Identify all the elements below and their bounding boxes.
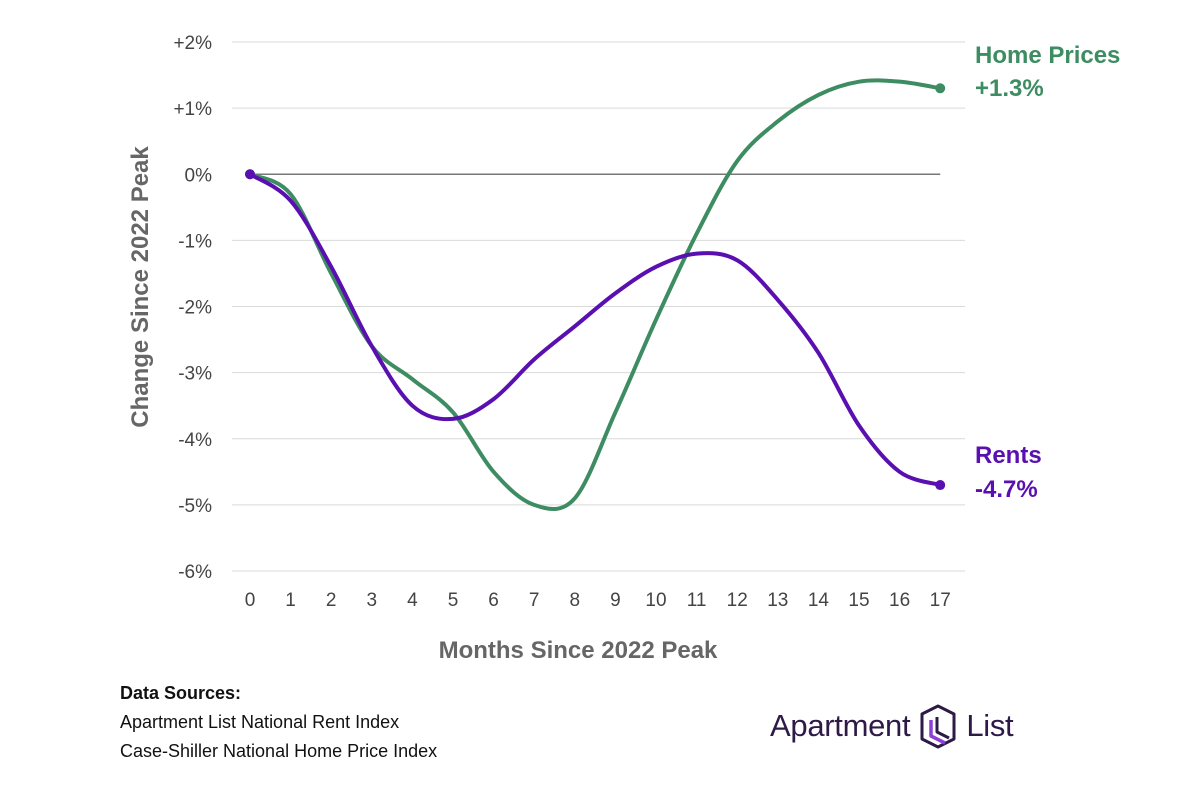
x-tick-label: 16 <box>889 590 910 611</box>
y-tick-label: -1% <box>178 231 212 252</box>
rents-start-point <box>245 169 255 180</box>
x-tick-label: 12 <box>727 590 748 611</box>
y-tick-label: 0% <box>185 165 213 186</box>
x-axis-title: Months Since 2022 Peak <box>439 637 718 664</box>
data-source-item: Apartment List National Rent Index <box>120 712 400 732</box>
x-tick-label: 9 <box>610 590 621 611</box>
home-prices-end-point <box>935 83 946 94</box>
home-prices-line <box>248 78 943 512</box>
rents-end-value: -4.7% <box>975 476 1038 503</box>
rents-end-label: Rents -4.7% <box>975 442 1042 503</box>
logo-text-right: List <box>966 708 1014 743</box>
home-prices-end-value: +1.3% <box>975 75 1044 102</box>
x-tick-label: 2 <box>326 590 337 611</box>
y-tick-label: -2% <box>178 298 212 319</box>
x-tick-label: 11 <box>687 590 707 611</box>
x-tick-label: 1 <box>285 590 296 611</box>
y-axis-tick-labels: +2% +1% 0% -1% -2% -3% -4% -5% -6% <box>173 33 212 583</box>
x-tick-label: 10 <box>645 590 666 611</box>
x-tick-label: 8 <box>570 590 581 611</box>
apartment-list-logo: Apartment List <box>770 703 1014 749</box>
series-lines <box>245 78 946 512</box>
x-tick-label: 6 <box>488 590 499 611</box>
y-tick-label: +2% <box>173 33 212 54</box>
y-tick-label: -3% <box>178 364 212 385</box>
x-tick-label: 15 <box>848 590 869 611</box>
y-tick-label: -4% <box>178 430 212 451</box>
x-tick-label: 0 <box>245 590 256 611</box>
x-tick-label: 13 <box>767 590 788 611</box>
rents-end-point <box>935 480 946 491</box>
y-tick-label: +1% <box>173 99 212 120</box>
x-tick-label: 4 <box>407 590 418 611</box>
x-tick-label: 3 <box>367 590 378 611</box>
x-tick-label: 14 <box>808 590 830 611</box>
y-axis-title: Change Since 2022 Peak <box>127 146 154 428</box>
x-tick-label: 7 <box>529 590 540 611</box>
rents-series-name: Rents <box>975 442 1042 469</box>
x-tick-label: 17 <box>930 590 951 611</box>
home-prices-end-label: Home Prices +1.3% <box>975 42 1120 102</box>
data-source-item: Case-Shiller National Home Price Index <box>120 741 438 761</box>
logo-text-left: Apartment <box>770 708 911 743</box>
y-tick-label: -6% <box>178 562 212 583</box>
home-prices-series-name: Home Prices <box>975 42 1120 69</box>
x-tick-label: 5 <box>448 590 459 611</box>
y-tick-label: -5% <box>178 496 212 517</box>
rents-line <box>248 172 943 488</box>
x-axis-tick-labels: 0 1 2 3 4 5 6 7 8 9 10 11 12 13 14 15 16 17 <box>245 590 951 611</box>
data-sources: Data Sources: Apartment List National Re… <box>120 679 437 766</box>
building-icon <box>920 704 956 749</box>
data-sources-heading: Data Sources: <box>120 683 242 703</box>
